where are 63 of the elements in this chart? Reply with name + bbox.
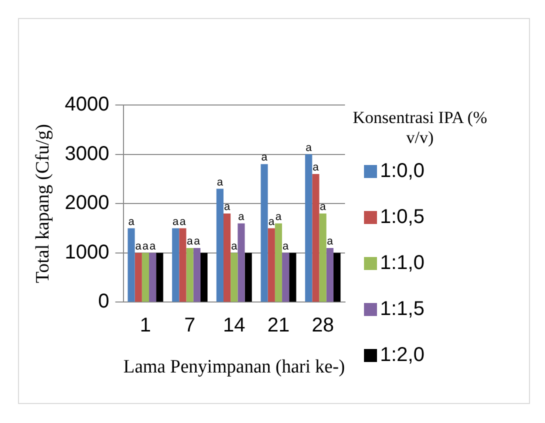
legend-label: 1:0,0 bbox=[380, 160, 424, 182]
bar bbox=[172, 228, 180, 302]
bar bbox=[312, 174, 320, 302]
legend-label: 1:1,0 bbox=[380, 252, 424, 274]
bar bbox=[224, 213, 231, 302]
bar bbox=[142, 252, 150, 302]
legend-label: 1:0,5 bbox=[380, 206, 424, 228]
x-axis-title: Lama Penyimpanan (hari ke-) bbox=[123, 356, 345, 378]
bar bbox=[274, 223, 282, 302]
bar bbox=[128, 228, 135, 302]
data-label: a bbox=[149, 240, 156, 252]
bar bbox=[193, 248, 200, 302]
data-label: a bbox=[268, 216, 276, 228]
bar bbox=[238, 223, 245, 302]
data-label: a bbox=[326, 236, 334, 248]
data-label: a bbox=[216, 176, 224, 188]
bar bbox=[230, 252, 238, 302]
bar bbox=[186, 248, 194, 302]
bar bbox=[319, 213, 326, 302]
x-tick-label: 7 bbox=[184, 314, 196, 337]
bar bbox=[149, 252, 156, 302]
bar bbox=[326, 248, 334, 302]
bar bbox=[244, 252, 252, 302]
data-label: a bbox=[312, 162, 320, 174]
data-label: a bbox=[261, 152, 268, 164]
bar bbox=[134, 252, 142, 302]
bar bbox=[333, 252, 341, 302]
y-tick-label: 1000 bbox=[64, 241, 110, 264]
legend-label: 1:1,5 bbox=[380, 298, 424, 320]
data-label: a bbox=[128, 216, 136, 228]
data-label: a bbox=[186, 236, 194, 248]
y-axis-title: Total kapang (Cfu/g) bbox=[32, 124, 54, 284]
bar bbox=[282, 252, 290, 302]
data-label: a bbox=[238, 210, 246, 223]
bar bbox=[216, 188, 224, 302]
legend-label: 1:2,0 bbox=[380, 344, 424, 366]
bar bbox=[179, 228, 186, 302]
bar bbox=[268, 228, 275, 302]
data-label: a bbox=[224, 200, 231, 213]
bar bbox=[200, 252, 208, 302]
data-label: a bbox=[320, 200, 327, 213]
y-tick-label: 2000 bbox=[64, 192, 110, 214]
data-label: a bbox=[194, 236, 201, 248]
bar bbox=[289, 252, 296, 302]
x-tick-label: 28 bbox=[312, 314, 334, 337]
x-tick-label: 1 bbox=[140, 314, 152, 337]
y-tick-label: 3000 bbox=[64, 142, 110, 165]
data-label: a bbox=[231, 240, 238, 252]
y-tick-label: 0 bbox=[98, 290, 110, 313]
data-label: a bbox=[306, 142, 313, 154]
x-tick-label: 14 bbox=[223, 314, 246, 337]
bar bbox=[305, 154, 312, 302]
data-label: a bbox=[282, 240, 290, 252]
y-tick-label: 4000 bbox=[64, 94, 110, 116]
legend-title: Konsentrasi IPA (% v/v) bbox=[352, 108, 488, 148]
data-label: a bbox=[275, 210, 282, 223]
data-label: a bbox=[172, 216, 180, 228]
data-label: a bbox=[135, 240, 142, 252]
data-label: a bbox=[180, 216, 187, 228]
bar bbox=[156, 252, 164, 302]
bar bbox=[260, 164, 268, 302]
data-label: a bbox=[142, 240, 150, 252]
x-tick-label: 21 bbox=[267, 314, 290, 337]
